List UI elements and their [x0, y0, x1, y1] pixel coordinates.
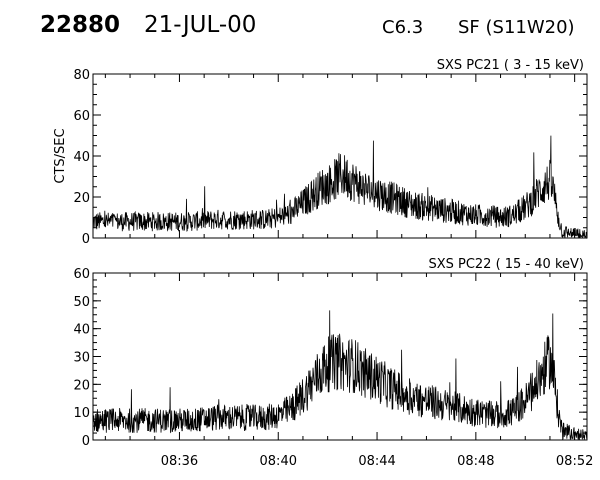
x-tick-label: 08:44: [358, 454, 395, 469]
y-tick-label: 80: [73, 68, 90, 83]
x-tick-label: 08:40: [260, 454, 297, 469]
flare-location: SF (S11W20): [458, 17, 575, 38]
event-number: 22880: [40, 12, 121, 38]
y-tick-label: 50: [73, 295, 90, 310]
y-axis-label: CTS/SEC: [53, 128, 68, 183]
flare-class: C6.3: [382, 17, 424, 38]
x-tick-label: 08:52: [556, 454, 593, 469]
panel-title-1: SXS PC21 ( 3 - 15 keV): [437, 58, 584, 73]
y-tick-label: 40: [73, 150, 90, 165]
y-tick-label: 0: [82, 434, 90, 449]
y-tick-label: 0: [82, 232, 90, 247]
y-tick-label: 30: [73, 351, 90, 366]
panel-title-2: SXS PC22 ( 15 - 40 keV): [428, 257, 584, 272]
y-tick-label: 20: [73, 191, 90, 206]
y-tick-label: 60: [73, 267, 90, 282]
y-tick-label: 20: [73, 378, 90, 393]
y-tick-label: 10: [73, 406, 90, 421]
x-tick-label: 08:48: [457, 454, 494, 469]
y-tick-label: 60: [73, 109, 90, 124]
series-line-1-1: [92, 135, 588, 240]
event-date: 21-JUL-00: [144, 12, 257, 38]
x-tick-label: 08:36: [161, 454, 198, 469]
y-tick-label: 40: [73, 323, 90, 338]
series-line-2-1: [92, 310, 588, 441]
